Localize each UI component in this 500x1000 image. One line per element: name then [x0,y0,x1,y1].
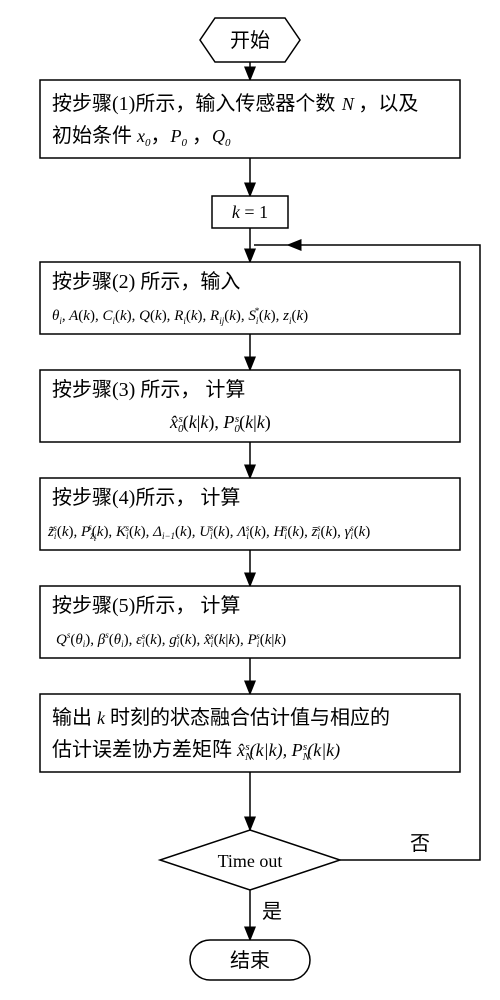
node-step2: 按步骤(2) 所示，输入 θi, A(k), Ci(k), Q(k), Ri(k… [40,262,460,334]
node-step5: 按步骤(5)所示， 计算 Qs(θi), βs(θi), εis(k), gis… [40,586,460,658]
no-label: 否 [410,833,430,855]
step2-line1: 按步骤(2) 所示，输入 [52,270,240,293]
step1-line1a: 按步骤(1)所示，输入传感器个数 [52,92,335,115]
svg-text:初始条件 x0，P0 ，Q0: 初始条件 x0，P0 ，Q0 [52,124,231,149]
flowchart-svg: 开始 按步骤(1)所示，输入传感器个数 N ，以及 初始条件 x0，P0 ，Q0… [0,0,500,1000]
step2-math: θi, A(k), Ci(k), Q(k), Ri(k), Rij(k), Si… [52,306,308,326]
decision-label: Time out [218,851,283,871]
step4-line1: 按步骤(4)所示， 计算 [52,486,240,509]
svg-text:估计误差协方差矩阵 x̂Ns(k|k),: 估计误差协方差矩阵 x̂Ns(k|k), PNs(k|k) [52,738,340,763]
svg-text:按步骤(1)所示，输入传感器个数 N ，以及: 按步骤(1)所示，输入传感器个数 N ，以及 [52,92,418,115]
step4-math: z̃is(k), Pz̃is(k), Kis(k), Δi−1(k), Uis(… [47,522,370,543]
step1-line1b: ，以及 [358,93,418,115]
node-output: 输出 k 时刻的状态融合估计值与相应的 估计误差协方差矩阵 x̂Ns(k|k),… [40,694,460,772]
output-line2a: 估计误差协方差矩阵 [52,738,237,761]
output-line1a: 输出 [52,706,97,729]
start-label: 开始 [230,29,270,52]
output-line1b: 时刻的状态融合估计值与相应的 [105,706,390,729]
node-step3: 按步骤(3) 所示， 计算 x̂0s(k|k), P0s(k|k) [40,370,460,442]
node-decision: Time out [160,830,340,890]
end-label: 结束 [230,949,270,972]
step5-line1: 按步骤(5)所示， 计算 [52,594,240,617]
step1-line2a: 初始条件 [52,124,137,147]
yes-label: 是 [262,901,282,923]
step3-line1: 按步骤(3) 所示， 计算 [52,378,245,401]
svg-text:输出 k 时刻的状态融合估计值与相应的: 输出 k 时刻的状态融合估计值与相应的 [52,706,390,729]
node-k1: k = 1 [212,196,288,228]
node-end: 结束 [190,940,310,980]
node-step4: 按步骤(4)所示， 计算 z̃is(k), Pz̃is(k), Kis(k), … [40,478,460,550]
node-step1: 按步骤(1)所示，输入传感器个数 N ，以及 初始条件 x0，P0 ，Q0 [40,80,460,158]
node-start: 开始 [200,18,300,62]
step5-math: Qs(θi), βs(θi), εis(k), gis(k), x̂is(k|k… [56,630,286,649]
svg-text:k = 1: k = 1 [232,202,268,222]
step3-math: x̂0s(k|k), P0s(k|k) [169,412,271,435]
